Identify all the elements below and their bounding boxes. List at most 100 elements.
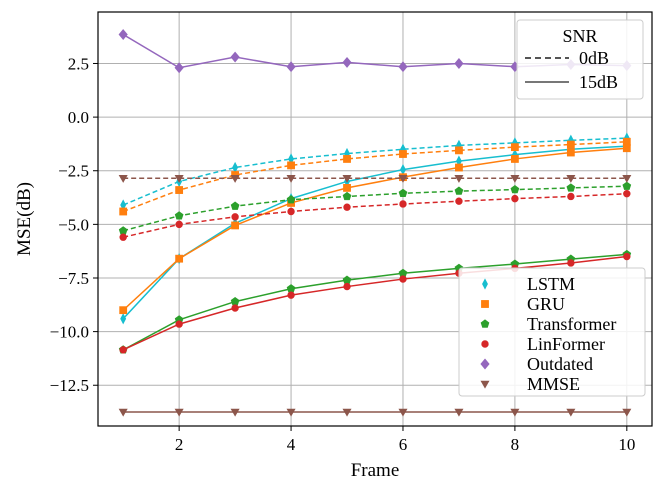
y-tick-label: −10.0 — [50, 323, 89, 342]
data-point — [454, 174, 464, 183]
data-point — [175, 220, 183, 229]
data-point — [118, 174, 128, 183]
series-mmse-0db — [118, 174, 632, 183]
data-point — [398, 188, 408, 197]
data-point — [343, 203, 351, 211]
series-line — [122, 137, 627, 206]
data-point — [510, 143, 519, 152]
legend-marker-gru — [481, 300, 489, 308]
data-point — [174, 174, 184, 183]
legend-snr-box — [516, 19, 644, 100]
data-point — [286, 195, 296, 204]
x-tick-label: 4 — [287, 435, 296, 454]
data-point — [455, 146, 463, 155]
y-tick-label: −5.0 — [58, 215, 89, 234]
legend-marker-transformer — [480, 319, 490, 328]
data-point — [287, 161, 295, 170]
data-point — [231, 213, 239, 221]
data-point — [175, 320, 183, 328]
data-point — [454, 186, 464, 195]
y-tick-label: 2.5 — [68, 54, 89, 73]
data-point — [230, 51, 240, 63]
series-gru-0db — [119, 137, 631, 216]
legend-snr-0db-label: 0dB — [579, 48, 609, 68]
data-point — [119, 346, 127, 354]
legend-marker-outdated — [480, 358, 490, 370]
legend-label-lstm: LSTM — [527, 274, 575, 294]
series-line — [122, 147, 627, 311]
series-transformer-0db — [118, 181, 632, 235]
data-point — [622, 181, 632, 190]
data-point — [230, 201, 240, 210]
data-point — [622, 174, 632, 183]
data-point — [566, 408, 576, 417]
data-point — [231, 304, 239, 312]
y-tick-label: −7.5 — [58, 269, 89, 288]
data-point — [342, 275, 352, 284]
data-point — [398, 408, 408, 417]
data-point — [343, 183, 351, 192]
data-point — [287, 291, 295, 299]
series-line — [123, 192, 627, 238]
series-layer — [118, 29, 632, 417]
data-point — [118, 226, 128, 235]
data-point — [119, 306, 128, 315]
data-point — [399, 275, 407, 283]
x-tick-label: 10 — [618, 435, 635, 454]
data-point — [343, 282, 351, 291]
data-point — [286, 408, 296, 417]
data-point — [174, 408, 184, 417]
data-point — [398, 61, 408, 73]
data-point — [230, 174, 240, 183]
data-point — [286, 61, 296, 73]
data-point — [566, 148, 575, 157]
data-point — [455, 163, 463, 172]
legend-snr-title: SNR — [562, 26, 597, 46]
data-point — [623, 252, 631, 261]
data-point — [622, 408, 632, 417]
legend-label-transformer: Transformer — [527, 314, 616, 334]
data-point — [286, 284, 296, 293]
y-tick-label: −12.5 — [50, 376, 89, 395]
data-point — [230, 408, 240, 417]
legend-label-outdated: Outdated — [527, 354, 593, 374]
legend-marker-lstm — [482, 278, 488, 290]
data-point — [511, 194, 519, 203]
data-point — [454, 408, 464, 417]
data-point — [566, 183, 576, 192]
y-tick-label: 0.0 — [68, 108, 89, 127]
data-point — [566, 174, 576, 183]
data-point — [286, 174, 296, 183]
data-point — [342, 408, 352, 417]
legend-model-markers — [480, 278, 490, 389]
data-point — [398, 174, 408, 183]
legend-models: LSTM GRU Transformer LinFormer Outdated … — [458, 267, 646, 397]
series-line — [122, 141, 627, 213]
data-point — [400, 164, 406, 176]
data-point — [119, 207, 128, 216]
data-point — [399, 200, 407, 208]
data-point — [174, 62, 184, 74]
data-point — [342, 191, 352, 201]
data-point — [175, 186, 184, 194]
data-point — [118, 29, 128, 40]
data-point — [567, 259, 575, 267]
data-point — [287, 207, 295, 216]
data-point — [231, 221, 240, 230]
data-point — [510, 155, 519, 163]
x-axis-label: Frame — [351, 460, 400, 481]
data-point — [454, 58, 464, 69]
series-linformer-0db — [119, 189, 631, 241]
x-tick-label: 6 — [399, 435, 408, 454]
data-point — [175, 254, 184, 263]
data-point — [455, 197, 463, 205]
data-point — [567, 192, 575, 201]
data-point — [118, 408, 128, 417]
plot-frame — [97, 11, 653, 427]
legend-marker-mmse — [480, 380, 490, 389]
y-axis-label: MSE(dB) — [14, 182, 35, 256]
data-point — [343, 155, 351, 163]
data-point — [566, 140, 575, 149]
data-point — [342, 56, 352, 68]
